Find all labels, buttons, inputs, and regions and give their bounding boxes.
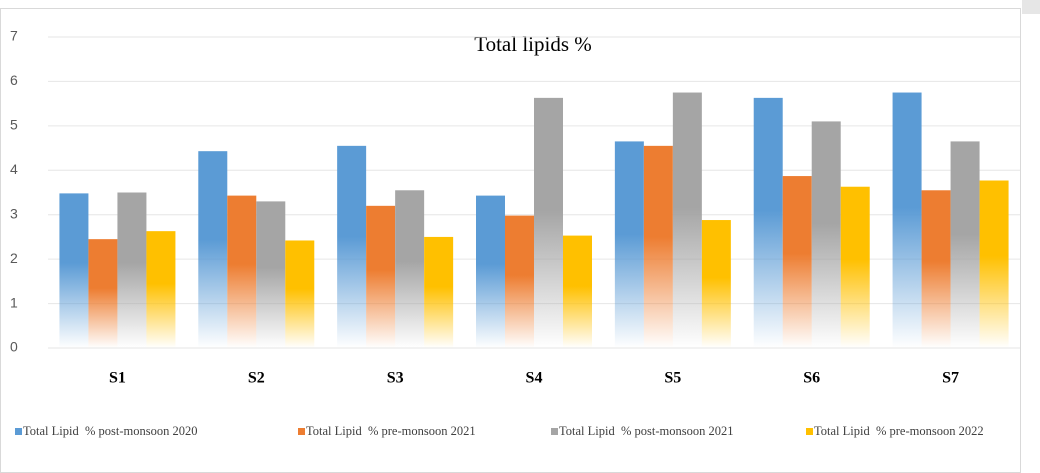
bar xyxy=(256,201,286,348)
bar xyxy=(198,151,228,348)
bar xyxy=(59,193,89,348)
legend-label: Total Lipid % pre-monsoon 2022 xyxy=(814,424,984,438)
bar xyxy=(921,190,951,348)
legend-label: Total Lipid % post-monsoon 2021 xyxy=(559,424,733,438)
bar xyxy=(782,176,812,348)
chart-title: Total lipids % xyxy=(474,32,592,56)
legend-swatch xyxy=(806,428,813,435)
y-tick-label: 5 xyxy=(10,117,18,133)
bar xyxy=(476,195,505,348)
y-tick-label: 3 xyxy=(10,205,18,221)
bar xyxy=(753,97,783,348)
bar xyxy=(672,92,702,349)
y-tick-label: 0 xyxy=(10,339,18,355)
x-tick-label: S4 xyxy=(526,370,543,387)
bar xyxy=(337,145,367,348)
x-tick-label: S6 xyxy=(803,370,820,387)
y-tick-label: 2 xyxy=(10,250,18,266)
bar xyxy=(285,240,315,348)
bar xyxy=(424,236,454,348)
bar xyxy=(563,235,592,348)
bar xyxy=(366,205,396,348)
legend-swatch xyxy=(15,428,22,435)
bar xyxy=(395,190,425,348)
x-tick-label: S1 xyxy=(109,370,126,387)
bar xyxy=(950,141,980,348)
y-tick-label: 4 xyxy=(10,161,18,177)
bar xyxy=(892,92,922,349)
bar xyxy=(840,186,870,348)
corner-block xyxy=(1022,0,1040,14)
bar xyxy=(979,180,1009,348)
x-tick-label: S5 xyxy=(664,370,681,387)
bar xyxy=(505,215,534,348)
bar xyxy=(643,145,673,348)
legend-label: Total Lipid % post-monsoon 2020 xyxy=(23,424,197,438)
bar xyxy=(88,239,118,348)
y-tick-label: 6 xyxy=(10,72,18,88)
x-tick-label: S7 xyxy=(942,370,959,387)
bar xyxy=(146,231,176,348)
y-tick-label: 7 xyxy=(10,28,18,44)
bar xyxy=(534,97,563,348)
legend-swatch xyxy=(551,428,558,435)
bar xyxy=(117,192,147,348)
x-tick-label: S2 xyxy=(248,370,265,387)
y-tick-label: 1 xyxy=(10,294,18,310)
bar xyxy=(811,121,841,349)
legend-label: Total Lipid % pre-monsoon 2021 xyxy=(306,424,476,438)
bar xyxy=(227,195,257,348)
bar xyxy=(701,220,731,348)
bar xyxy=(614,141,644,348)
legend-swatch xyxy=(298,428,305,435)
x-tick-label: S3 xyxy=(387,370,404,387)
